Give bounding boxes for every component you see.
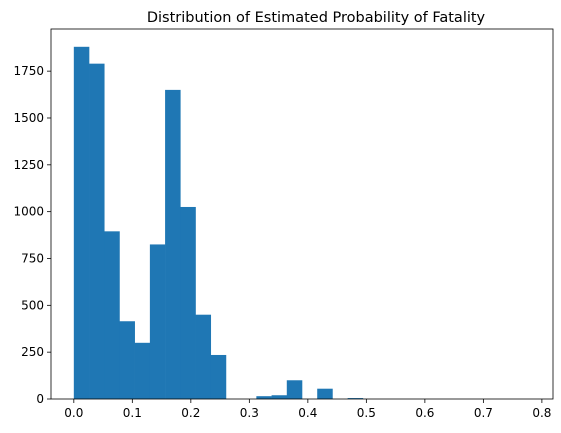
y-tick-label: 1250 [13, 158, 44, 172]
y-axis: 0 250 500 750 1000 1250 1500 1750 [13, 64, 51, 406]
histogram-bar [149, 244, 166, 399]
histogram-bar [317, 388, 333, 399]
y-tick-label: 1000 [13, 205, 44, 219]
y-tick-label: 500 [21, 298, 44, 312]
histogram-bar [134, 342, 151, 399]
plot-frame [50, 28, 554, 400]
histogram-bar [286, 380, 303, 399]
histogram-bar [89, 63, 105, 399]
histogram-bar [180, 206, 196, 399]
y-tick-label: 250 [21, 345, 44, 359]
x-tick-label: 0.1 [123, 406, 142, 420]
y-tick-label: 0 [36, 392, 44, 406]
histogram-bar [210, 354, 227, 399]
x-tick-label: 0.7 [474, 406, 493, 420]
x-tick-label: 0.4 [298, 406, 317, 420]
x-tick-label: 0.8 [532, 406, 551, 420]
histogram-bar [256, 396, 272, 399]
histogram-bar [104, 231, 120, 399]
x-tick-label: 0.0 [64, 406, 83, 420]
x-tick-label: 0.3 [240, 406, 259, 420]
histogram-bar [73, 46, 90, 400]
chart-title: Distribution of Estimated Probability of… [147, 10, 486, 26]
histogram-bar [347, 398, 364, 399]
x-tick-label: 0.6 [415, 406, 434, 420]
y-tick-label: 1500 [13, 111, 44, 125]
y-tick-label: 750 [21, 251, 44, 265]
histogram-bar [271, 395, 288, 399]
y-tick-label: 1750 [13, 64, 44, 78]
x-tick-label: 0.2 [181, 406, 200, 420]
bars-group [73, 46, 364, 400]
histogram-bar [119, 321, 135, 399]
histogram-bar [165, 89, 181, 399]
x-tick-label: 0.5 [357, 406, 376, 420]
histogram-bar [195, 314, 212, 399]
x-axis: 0.0 0.1 0.2 0.3 0.4 0.5 0.6 0.7 0.8 [64, 399, 551, 420]
